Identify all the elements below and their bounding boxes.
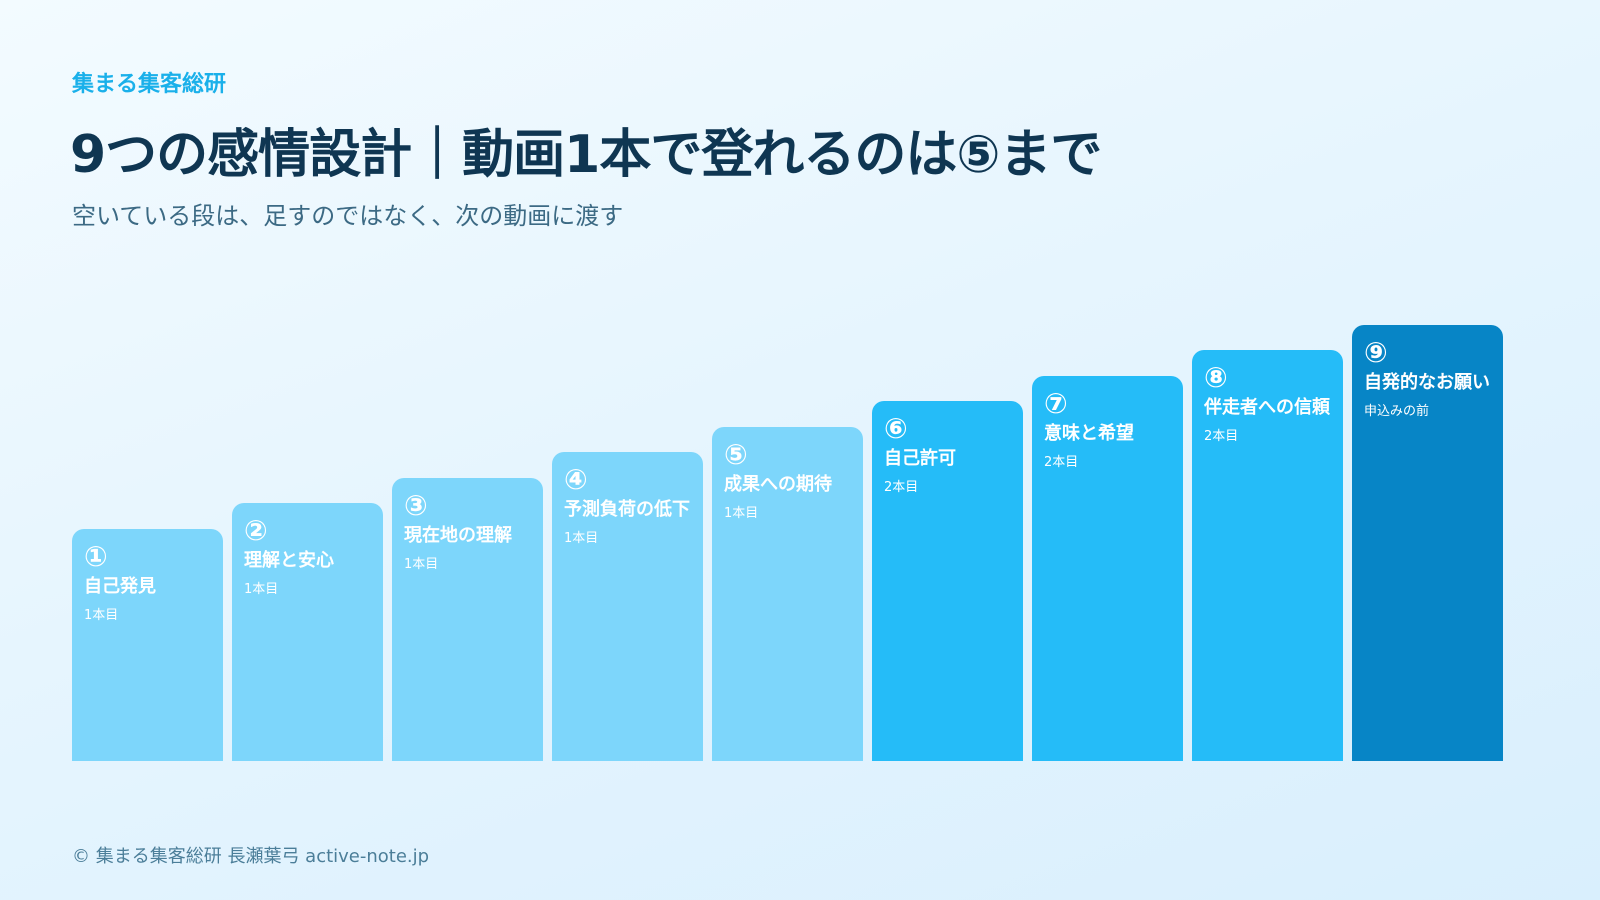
step-bar: ⑤ 成果への期待 1本目 [712,427,863,761]
step-label: 自己許可 [884,448,956,469]
step-note: 申込みの前 [1364,404,1430,419]
step-note: 2本目 [1204,429,1239,444]
step-number: ⑧ [1204,361,1228,394]
step-label: 意味と希望 [1044,423,1134,444]
step-label: 成果への期待 [724,474,832,495]
step-bar: ③ 現在地の理解 1本目 [392,478,543,761]
step-number: ① [84,540,108,573]
step-note: 1本目 [564,531,599,546]
step-number: ④ [564,463,588,496]
step-bar: ⑧ 伴走者への信頼 2本目 [1192,350,1343,761]
step-bar: ② 理解と安心 1本目 [232,503,383,761]
step-number: ② [244,514,268,547]
step-note: 2本目 [1044,455,1079,470]
step-label: 予測負荷の低下 [564,499,690,520]
step-note: 2本目 [884,480,919,495]
step-label: 現在地の理解 [404,525,512,546]
page-subtitle: 空いている段は、足すのではなく、次の動画に渡す [72,202,624,230]
footer-credit: © 集まる集客総研 長瀬葉弓 active-note.jp [72,846,430,867]
step-number: ③ [404,489,428,522]
step-bar: ① 自己発見 1本目 [72,529,223,761]
step-number: ⑨ [1364,336,1388,369]
step-note: 1本目 [244,582,279,597]
step-note: 1本目 [404,557,439,572]
step-bar: ⑦ 意味と希望 2本目 [1032,376,1183,761]
step-chart: ① 自己発見 1本目 ② 理解と安心 1本目 ③ 現在地の理解 1本目 ④ 予測負荷の低下 1本目 ⑤ 成… [72,280,1528,761]
step-note: 1本目 [724,506,759,521]
step-note: 1本目 [84,608,119,623]
brand-label: 集まる集客総研 [72,72,227,97]
step-number: ⑤ [724,438,748,471]
step-bar: ⑥ 自己許可 2本目 [872,401,1023,761]
step-label: 理解と安心 [244,550,334,571]
page-title: 9つの感情設計｜動画1本で登れるのは⑤まで [70,125,1102,185]
step-bar: ④ 予測負荷の低下 1本目 [552,452,703,761]
step-label: 自発的なお願い [1364,372,1490,393]
step-label: 自己発見 [84,576,156,597]
step-number: ⑥ [884,412,908,445]
step-label: 伴走者への信頼 [1204,397,1330,418]
step-bar: ⑨ 自発的なお願い申込みの前 [1352,325,1503,761]
step-number: ⑦ [1044,387,1068,420]
